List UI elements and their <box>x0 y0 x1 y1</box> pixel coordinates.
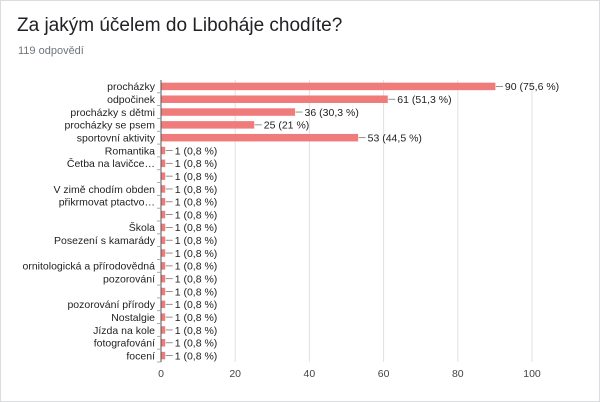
category-label: fotografování <box>94 338 155 350</box>
data-label: 1 (0,8 %) <box>175 350 218 362</box>
x-tick-label: 100 <box>523 368 541 380</box>
data-label: 90 (75,6 %) <box>505 81 559 93</box>
category-label: Četba na lavičce… <box>67 157 155 170</box>
bar <box>161 198 166 206</box>
category-label: pozorování <box>103 273 155 285</box>
bar <box>161 313 166 321</box>
category-label: ornitologická a přírodovědná <box>22 261 155 273</box>
data-label: 1 (0,8 %) <box>175 286 218 298</box>
category-label: přikrmovat ptactvo… <box>59 197 155 209</box>
x-tick-label: 20 <box>229 368 241 380</box>
data-label: 1 (0,8 %) <box>175 299 218 311</box>
x-tick-label: 80 <box>452 368 464 380</box>
category-label: Romantika <box>105 145 155 157</box>
question-title: Za jakým účelem do Liboháje chodíte? <box>17 15 343 36</box>
data-label: 1 (0,8 %) <box>175 197 218 209</box>
data-label: 1 (0,8 %) <box>175 184 218 196</box>
data-label: 1 (0,8 %) <box>175 145 218 157</box>
category-label: procházky se psem <box>65 120 156 132</box>
bar <box>161 300 166 309</box>
x-tick-label: 0 <box>158 368 164 380</box>
bar <box>161 95 388 103</box>
bar <box>161 82 496 91</box>
data-label: 1 (0,8 %) <box>175 171 218 183</box>
data-label: 1 (0,8 %) <box>175 312 218 324</box>
bar <box>161 236 166 244</box>
data-label: 1 (0,8 %) <box>175 158 218 170</box>
bar <box>161 326 166 334</box>
bar <box>161 262 166 270</box>
data-label: 25 (21 %) <box>264 120 310 132</box>
response-count: 119 odpovědí <box>18 45 84 57</box>
bar <box>161 172 166 180</box>
bar <box>161 210 166 219</box>
data-label: 1 (0,8 %) <box>175 222 218 234</box>
category-label: V zimě chodím obden <box>53 184 155 196</box>
data-label: 1 (0,8 %) <box>175 273 218 285</box>
bar <box>161 121 255 129</box>
bar <box>161 108 296 116</box>
category-label: Jízda na kole <box>93 325 155 337</box>
category-label: odpočinek <box>107 94 156 106</box>
data-label: 1 (0,8 %) <box>175 325 218 337</box>
category-label: Škola <box>129 221 155 234</box>
bar <box>161 146 166 155</box>
category-label: sportovní aktivity <box>77 132 156 144</box>
bar <box>161 133 359 142</box>
data-label: 53 (44,5 %) <box>368 132 422 144</box>
bar <box>161 159 166 168</box>
category-label: procházky s dětmi <box>70 107 155 119</box>
data-label: 1 (0,8 %) <box>175 248 218 260</box>
bar <box>161 223 166 232</box>
bar <box>161 351 166 360</box>
category-label: Posezení s kamarády <box>54 235 156 247</box>
category-label: focení <box>126 350 155 362</box>
category-label: Nostalgie <box>111 312 155 324</box>
data-label: 1 (0,8 %) <box>175 261 218 273</box>
data-label: 36 (30,3 %) <box>305 107 359 119</box>
data-label: 1 (0,8 %) <box>175 209 218 221</box>
x-tick-label: 40 <box>304 368 316 380</box>
bar <box>161 287 166 296</box>
bar <box>161 274 166 283</box>
data-label: 61 (51,3 %) <box>397 94 451 106</box>
category-label: pozorování přírody <box>67 299 155 311</box>
bar <box>161 339 166 347</box>
x-tick-label: 60 <box>378 368 390 380</box>
bar <box>161 249 166 257</box>
data-label: 1 (0,8 %) <box>175 338 218 350</box>
category-label: procházky <box>107 81 156 93</box>
bar <box>161 185 166 193</box>
data-label: 1 (0,8 %) <box>175 235 218 247</box>
